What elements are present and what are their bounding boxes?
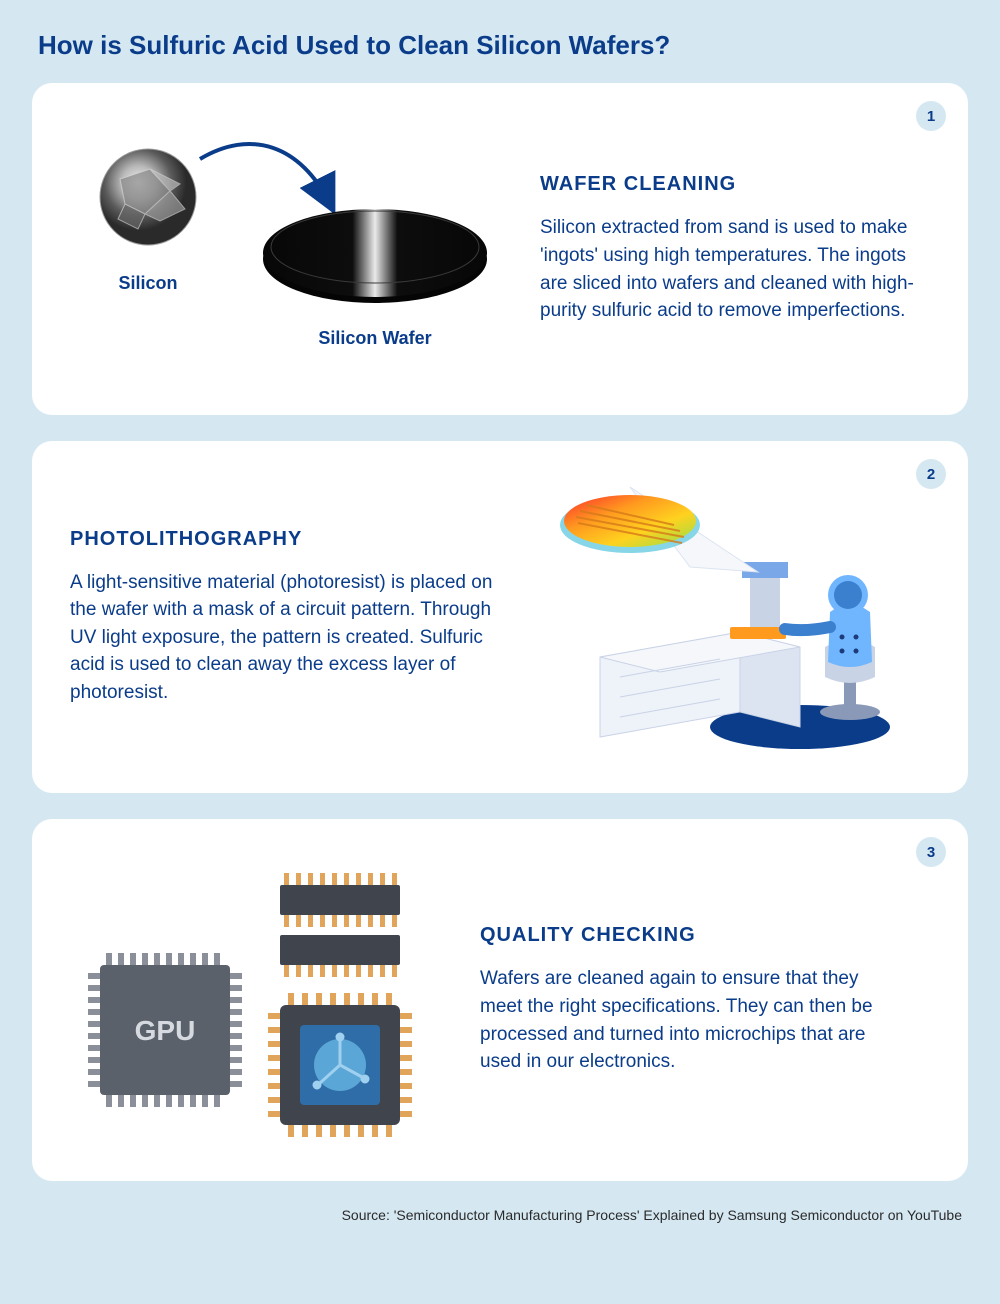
step-body: Silicon extracted from sand is used to m… bbox=[540, 214, 930, 324]
step-body: Wafers are cleaned again to ensure that … bbox=[480, 965, 900, 1075]
step-title: WAFER CLEANING bbox=[540, 173, 930, 196]
step-badge: 2 bbox=[916, 459, 946, 489]
page-title: How is Sulfuric Acid Used to Clean Silic… bbox=[32, 30, 968, 61]
step-badge: 1 bbox=[916, 101, 946, 131]
label-silicon-wafer: Silicon Wafer bbox=[318, 328, 431, 348]
text-block: QUALITY CHECKING Wafers are cleaned agai… bbox=[480, 924, 930, 1075]
step-badge: 3 bbox=[916, 837, 946, 867]
dip-chips-icon bbox=[280, 873, 400, 977]
text-block: WAFER CLEANING Silicon extracted from sa… bbox=[540, 173, 930, 324]
illustration-silicon-to-wafer: Silicon Silicon Wafer bbox=[70, 119, 510, 379]
gpu-chip-icon: GPU bbox=[88, 953, 242, 1107]
step-title: PHOTOLITHOGRAPHY bbox=[70, 528, 500, 551]
source-attribution: Source: 'Semiconductor Manufacturing Pro… bbox=[32, 1207, 968, 1223]
text-block: PHOTOLITHOGRAPHY A light-sensitive mater… bbox=[70, 528, 500, 707]
card-wafer-cleaning: 1 bbox=[32, 83, 968, 415]
step-body: A light-sensitive material (photoresist)… bbox=[70, 569, 500, 707]
svg-text:GPU: GPU bbox=[135, 1015, 196, 1046]
wafer-disc-icon bbox=[560, 495, 700, 553]
illustration-cleanroom-operator bbox=[530, 477, 930, 757]
step-title: QUALITY CHECKING bbox=[480, 924, 930, 947]
label-silicon: Silicon bbox=[118, 273, 177, 293]
illustration-chips: GPU bbox=[70, 855, 450, 1145]
card-quality-checking: 3 GPU bbox=[32, 819, 968, 1181]
soc-chip-icon bbox=[268, 993, 412, 1137]
card-photolithography: 2 PHOTOLITHOGRAPHY A light-sensitive mat… bbox=[32, 441, 968, 793]
